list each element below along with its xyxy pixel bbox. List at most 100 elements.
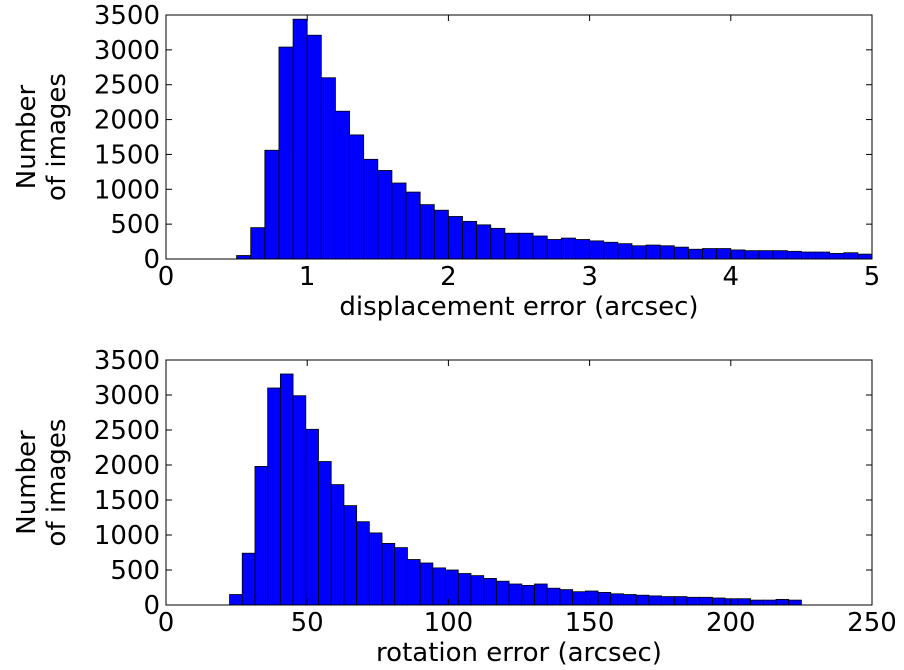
bar xyxy=(433,209,449,260)
bar xyxy=(686,596,701,606)
y-tick-label: 3000 xyxy=(94,381,160,411)
bar xyxy=(305,428,319,606)
bar xyxy=(560,237,576,260)
bar xyxy=(292,395,307,606)
y-tick-label: 2000 xyxy=(94,451,160,481)
bar xyxy=(829,253,845,260)
bar xyxy=(702,248,718,260)
bar xyxy=(419,562,434,606)
bar xyxy=(786,250,802,260)
bar xyxy=(661,596,675,606)
x-axis-label: rotation error (arcsec) xyxy=(376,638,662,668)
x-tick-label: 150 xyxy=(565,608,615,638)
x-tick-label: 3 xyxy=(581,262,598,292)
bar xyxy=(772,250,788,260)
x-tick-label: 5 xyxy=(864,262,881,292)
y-tick-label: 1000 xyxy=(94,175,160,205)
x-tick-label: 200 xyxy=(706,608,756,638)
bar xyxy=(483,578,497,606)
y-axis-label: of images xyxy=(42,419,72,547)
bar xyxy=(470,575,485,606)
bar xyxy=(724,598,739,606)
bar xyxy=(610,593,624,606)
y-axis-label: Number xyxy=(12,430,42,535)
bar xyxy=(857,253,873,260)
x-tick-label: 0 xyxy=(158,262,175,292)
bar xyxy=(758,250,774,260)
bar xyxy=(518,232,534,260)
bar xyxy=(659,245,675,260)
x-tick-label: 0 xyxy=(158,608,175,638)
bar xyxy=(521,585,535,606)
axes-frame xyxy=(165,359,873,606)
bar xyxy=(645,244,661,260)
bar xyxy=(559,589,574,606)
bar xyxy=(617,243,633,260)
bar xyxy=(394,547,408,606)
bar xyxy=(236,255,252,260)
bar xyxy=(699,596,713,606)
bar xyxy=(775,599,790,606)
bar xyxy=(267,387,281,606)
y-tick-label: 0 xyxy=(143,245,160,275)
bar xyxy=(445,569,459,606)
y-tick-label: 2500 xyxy=(94,71,160,101)
bar xyxy=(391,182,407,260)
y-tick-label: 500 xyxy=(110,210,160,240)
bar xyxy=(843,252,859,260)
bar xyxy=(712,597,726,606)
bar xyxy=(788,599,802,606)
bar xyxy=(635,594,650,606)
y-tick-label: 0 xyxy=(143,591,160,621)
bar xyxy=(648,595,663,606)
bar xyxy=(584,590,599,606)
bar xyxy=(306,34,322,260)
bar xyxy=(343,505,358,606)
bar xyxy=(278,46,294,260)
y-tick-label: 3500 xyxy=(94,346,160,376)
bar xyxy=(623,594,637,606)
bar xyxy=(432,567,446,606)
bar xyxy=(762,599,777,606)
bar xyxy=(264,149,280,260)
bar xyxy=(750,599,764,606)
bar xyxy=(320,77,336,260)
bar xyxy=(631,245,647,260)
bar xyxy=(419,204,435,260)
x-tick-label: 2 xyxy=(440,262,457,292)
bar xyxy=(241,552,256,606)
bar xyxy=(490,227,506,260)
y-tick-label: 3000 xyxy=(94,36,160,66)
bar xyxy=(405,191,421,260)
bar xyxy=(279,373,294,606)
x-tick-label: 1 xyxy=(299,262,316,292)
x-tick-label: 250 xyxy=(847,608,897,638)
bar xyxy=(335,110,350,260)
bar xyxy=(688,248,703,260)
y-tick-label: 3500 xyxy=(94,1,160,31)
bar xyxy=(572,591,586,606)
bar xyxy=(377,170,393,260)
x-tick-label: 50 xyxy=(291,608,324,638)
bar xyxy=(716,248,732,260)
bar xyxy=(462,220,478,260)
x-tick-label: 100 xyxy=(424,608,474,638)
bar xyxy=(546,587,561,606)
bar xyxy=(363,158,379,260)
bar xyxy=(407,559,421,606)
bar xyxy=(330,484,345,606)
bar xyxy=(589,240,605,260)
bar xyxy=(815,251,831,260)
bar xyxy=(447,216,463,260)
axes-frame xyxy=(165,14,873,260)
x-axis-label: displacement error (arcsec) xyxy=(339,292,698,322)
bar xyxy=(597,592,612,606)
y-tick-label: 1500 xyxy=(94,486,160,516)
bar xyxy=(381,543,396,606)
bar xyxy=(229,594,243,606)
y-tick-label: 2500 xyxy=(94,416,160,446)
bar xyxy=(673,596,688,606)
bar xyxy=(349,134,365,260)
bar xyxy=(504,232,520,260)
